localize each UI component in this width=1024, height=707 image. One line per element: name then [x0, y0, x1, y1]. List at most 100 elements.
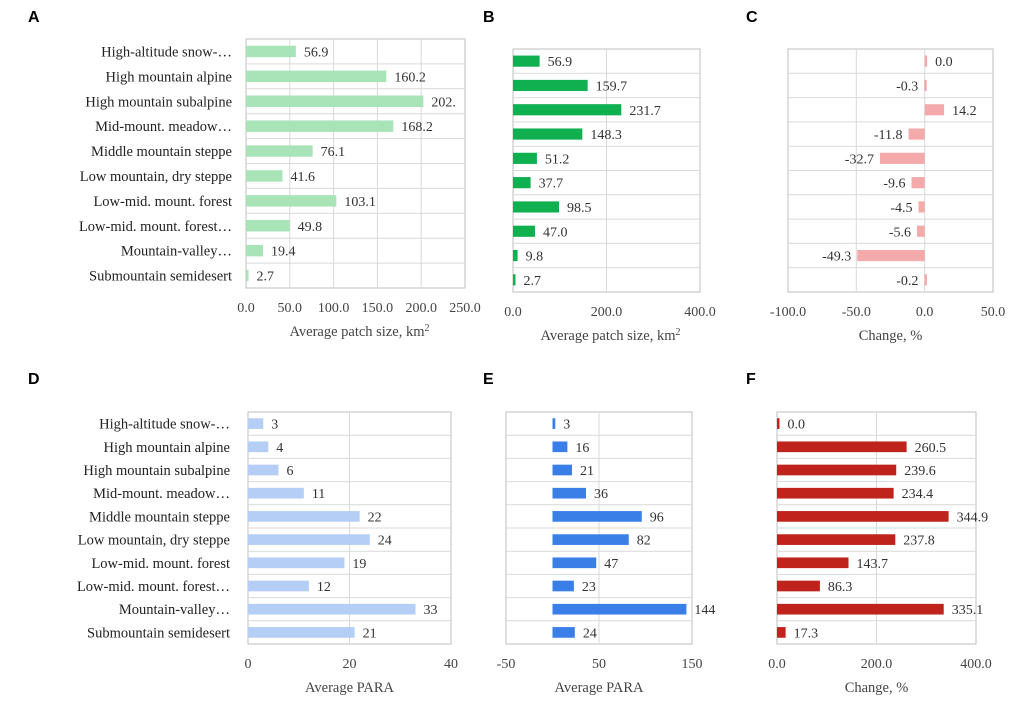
panel-letter-f: F	[746, 371, 756, 388]
x-axis-title-superscript: 2	[425, 323, 430, 334]
data-label: 22	[368, 510, 382, 525]
x-axis-title-superscript: 2	[676, 327, 681, 338]
data-label: 148.3	[590, 128, 622, 143]
bar	[777, 534, 896, 545]
bar	[777, 441, 907, 453]
x-axis-title: Change, %	[859, 328, 923, 344]
data-label: 76.1	[321, 145, 346, 160]
data-label: 344.9	[957, 510, 989, 525]
bar	[908, 128, 925, 140]
bar	[911, 177, 925, 189]
bar	[513, 177, 531, 189]
data-label: 23	[582, 580, 596, 595]
bar	[246, 269, 249, 282]
bar	[552, 441, 568, 453]
data-label: 33	[423, 603, 437, 618]
bar	[246, 95, 424, 107]
data-label: 19	[352, 557, 366, 572]
bar	[552, 487, 586, 499]
x-axis-title: Change, %	[845, 680, 909, 696]
bar	[552, 464, 573, 476]
bar	[248, 511, 360, 522]
data-label: 0.0	[788, 418, 806, 433]
bar	[513, 274, 516, 286]
bar	[777, 511, 949, 522]
x-tick-label: 400.0	[684, 305, 716, 320]
bar	[552, 511, 642, 522]
data-label: -0.3	[896, 79, 918, 94]
category-label: High-altitude snow-…	[99, 417, 230, 433]
bar	[777, 580, 820, 592]
bar	[924, 274, 927, 286]
bar	[777, 557, 849, 569]
category-label: Low-mid. mount. forest	[93, 194, 232, 210]
bar	[246, 145, 313, 157]
data-label: 2.7	[524, 274, 542, 289]
data-label: 82	[637, 534, 651, 549]
data-label: 49.8	[298, 220, 323, 235]
bar	[248, 418, 264, 429]
x-tick-label: 200.0	[405, 301, 437, 316]
category-label: Mountain-valley…	[121, 244, 232, 260]
x-axis-title: Average patch size, km2	[289, 323, 429, 341]
bar	[552, 418, 556, 429]
data-label: 234.4	[902, 487, 934, 502]
bar	[248, 580, 309, 592]
x-tick-label: 250.0	[449, 301, 481, 316]
bar	[248, 441, 269, 453]
bar	[879, 152, 925, 164]
x-tick-label: 150	[682, 657, 703, 672]
data-label: 11	[312, 487, 325, 502]
panel-c: C -100.0 -50.0 0.0 50.0 Change, % 0.0 -0.3 14.2 -…	[746, 9, 1005, 344]
bar	[246, 244, 263, 257]
x-axis-title: Average PARA	[305, 680, 395, 696]
bar	[248, 534, 370, 545]
bar	[918, 201, 925, 213]
x-tick-label: -50.0	[842, 305, 871, 320]
bar	[924, 79, 927, 92]
category-label: Submountain semidesert	[87, 625, 230, 641]
x-tick-label: -100.0	[770, 305, 806, 320]
x-tick-label: 100.0	[318, 301, 350, 316]
data-label: 16	[575, 441, 589, 456]
x-tick-label: 0.0	[768, 657, 786, 672]
data-label: 2.7	[257, 270, 275, 285]
x-tick-label: 0	[245, 657, 252, 672]
data-label: 143.7	[856, 557, 888, 572]
panel-letter-c: C	[746, 9, 758, 26]
category-label: Submountain semidesert	[89, 269, 232, 285]
bar	[246, 70, 387, 83]
x-tick-label: 50.0	[981, 305, 1006, 320]
data-label: 21	[363, 626, 377, 641]
data-label: 335.1	[952, 603, 984, 618]
data-label: 98.5	[567, 201, 592, 216]
data-label: 231.7	[629, 104, 661, 119]
category-label: Low-mid. mount. forest…	[77, 579, 230, 595]
x-tick-label: 200.0	[591, 305, 623, 320]
category-label: Mid-mount. meadow…	[93, 486, 230, 502]
panel-d: D 0 20 40 Average PARA 3 High-altitude snow-… 4…	[28, 371, 458, 696]
data-label: 144	[694, 603, 715, 618]
category-label: Low-mid. mount. forest…	[79, 219, 232, 235]
bar	[924, 104, 945, 116]
category-label: Middle mountain steppe	[91, 144, 232, 160]
bar	[248, 603, 416, 615]
data-label: -9.6	[883, 177, 905, 192]
bar	[513, 225, 535, 237]
data-label: 3	[563, 418, 570, 433]
category-label: Mid-mount. meadow…	[95, 119, 232, 135]
data-label: 160.2	[394, 70, 426, 85]
bar	[246, 195, 337, 207]
bar	[513, 152, 537, 164]
data-label: 47.0	[543, 225, 568, 240]
data-label: 51.2	[545, 152, 570, 167]
x-tick-label: 50	[592, 657, 606, 672]
x-tick-label: 40	[444, 657, 458, 672]
data-label: -49.3	[822, 250, 851, 265]
category-label: High mountain alpine	[104, 440, 230, 456]
data-label: 56.9	[304, 45, 329, 60]
category-label: Mountain-valley…	[119, 602, 230, 618]
category-label: Low mountain, dry steppe	[80, 169, 232, 185]
data-label: 56.9	[548, 55, 573, 70]
data-label: 96	[650, 510, 664, 525]
